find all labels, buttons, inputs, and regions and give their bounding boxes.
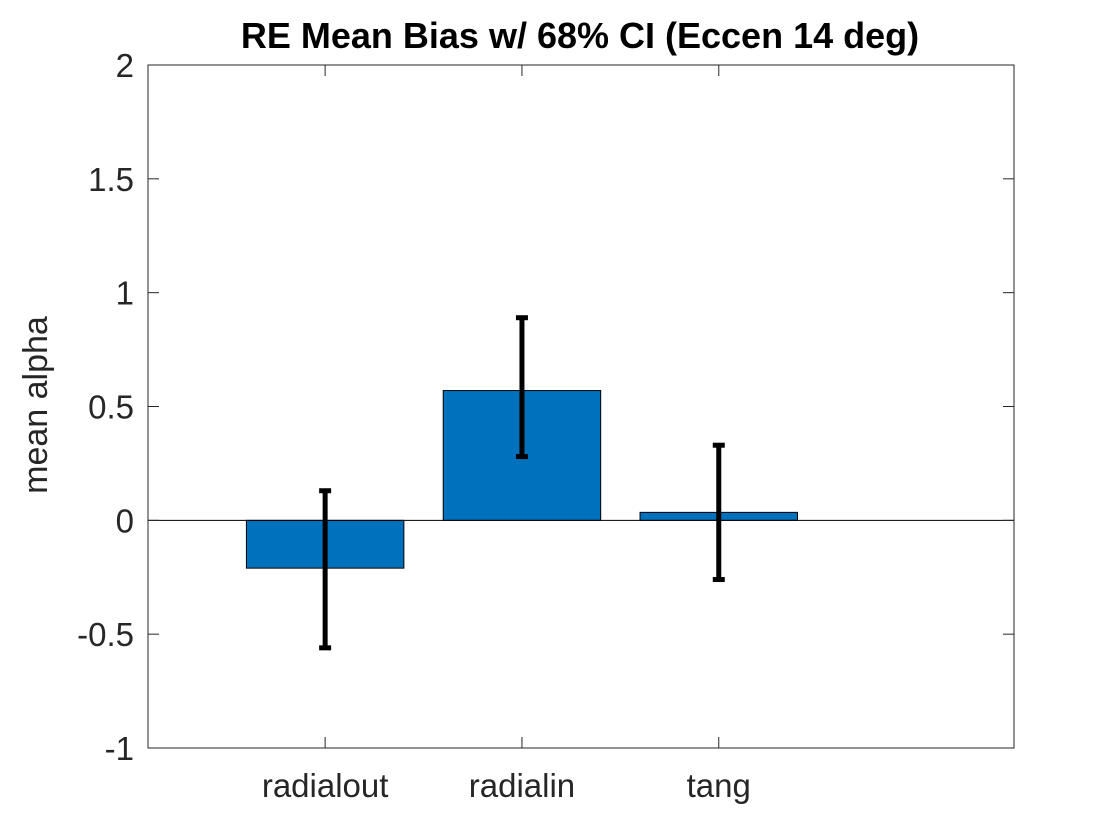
y-tick-label: 2 bbox=[116, 47, 134, 84]
error-bars-layer bbox=[319, 315, 725, 651]
y-tick-label: 1.5 bbox=[88, 161, 134, 198]
y-tick-label: 1 bbox=[116, 275, 134, 312]
y-tick-label: -0.5 bbox=[77, 616, 134, 653]
y-tick-label: -1 bbox=[105, 730, 134, 767]
chart-title: RE Mean Bias w/ 68% CI (Eccen 14 deg) bbox=[241, 15, 919, 56]
y-tick-label: 0.5 bbox=[88, 389, 134, 426]
x-tick-label-radialout: radialout bbox=[262, 767, 389, 804]
y-axis-label: mean alpha bbox=[17, 316, 55, 494]
labels-layer: -1 -0.5 0 0.5 1 1.5 2 radialout radialin tang bbox=[77, 47, 751, 804]
x-tick-label-radialin: radialin bbox=[469, 767, 575, 804]
x-tick-label-tang: tang bbox=[687, 767, 751, 804]
axes-layer bbox=[147, 64, 1015, 749]
y-tick-label: 0 bbox=[116, 502, 134, 539]
